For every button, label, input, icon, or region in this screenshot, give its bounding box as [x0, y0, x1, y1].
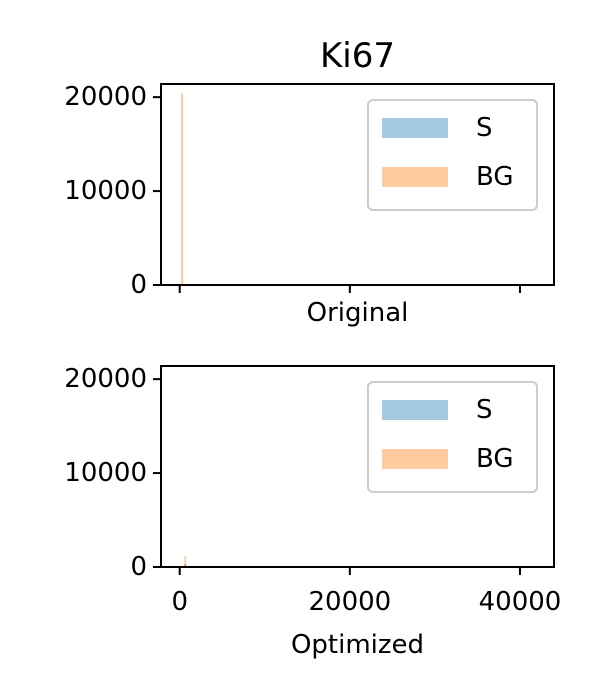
- y-tick-label: 0: [130, 270, 147, 300]
- x-tick-label: 20000: [308, 587, 391, 617]
- panel-2: 0 10000 20000 0 20000 40000 Optimized S BG: [64, 364, 561, 660]
- legend: S BG: [367, 99, 538, 211]
- legend-frame: [367, 381, 538, 493]
- y-tick-label: 0: [130, 552, 147, 582]
- legend: S BG: [367, 381, 538, 493]
- legend-label-s: S: [476, 395, 493, 425]
- x-tick-label: 40000: [479, 587, 562, 617]
- legend-label-bg: BG: [476, 162, 514, 192]
- chart-title: Ki67: [320, 36, 395, 76]
- legend-swatch-s: [382, 118, 448, 138]
- legend-frame: [367, 99, 538, 211]
- legend-swatch-s: [382, 400, 448, 420]
- x-tick-label: 0: [171, 587, 188, 617]
- panel-1: Ki67 0 10000 20000 Original S BG: [64, 36, 555, 328]
- y-tick-label: 20000: [64, 82, 147, 112]
- legend-swatch-bg: [382, 167, 448, 187]
- x-axis-label: Optimized: [291, 630, 424, 660]
- x-axis-label: Original: [307, 298, 409, 328]
- axes-frame: [160, 365, 555, 568]
- histogram-bar-bg: [184, 555, 187, 567]
- legend-label-bg: BG: [476, 444, 514, 474]
- axes-frame: [160, 83, 555, 286]
- y-tick-label: 20000: [64, 364, 147, 394]
- y-tick-label: 10000: [64, 176, 147, 206]
- y-tick-label: 10000: [64, 458, 147, 488]
- legend-swatch-bg: [382, 449, 448, 469]
- histogram-bar-bg: [180, 93, 184, 286]
- histogram-bar-s: [183, 564, 187, 567]
- legend-label-s: S: [476, 113, 493, 143]
